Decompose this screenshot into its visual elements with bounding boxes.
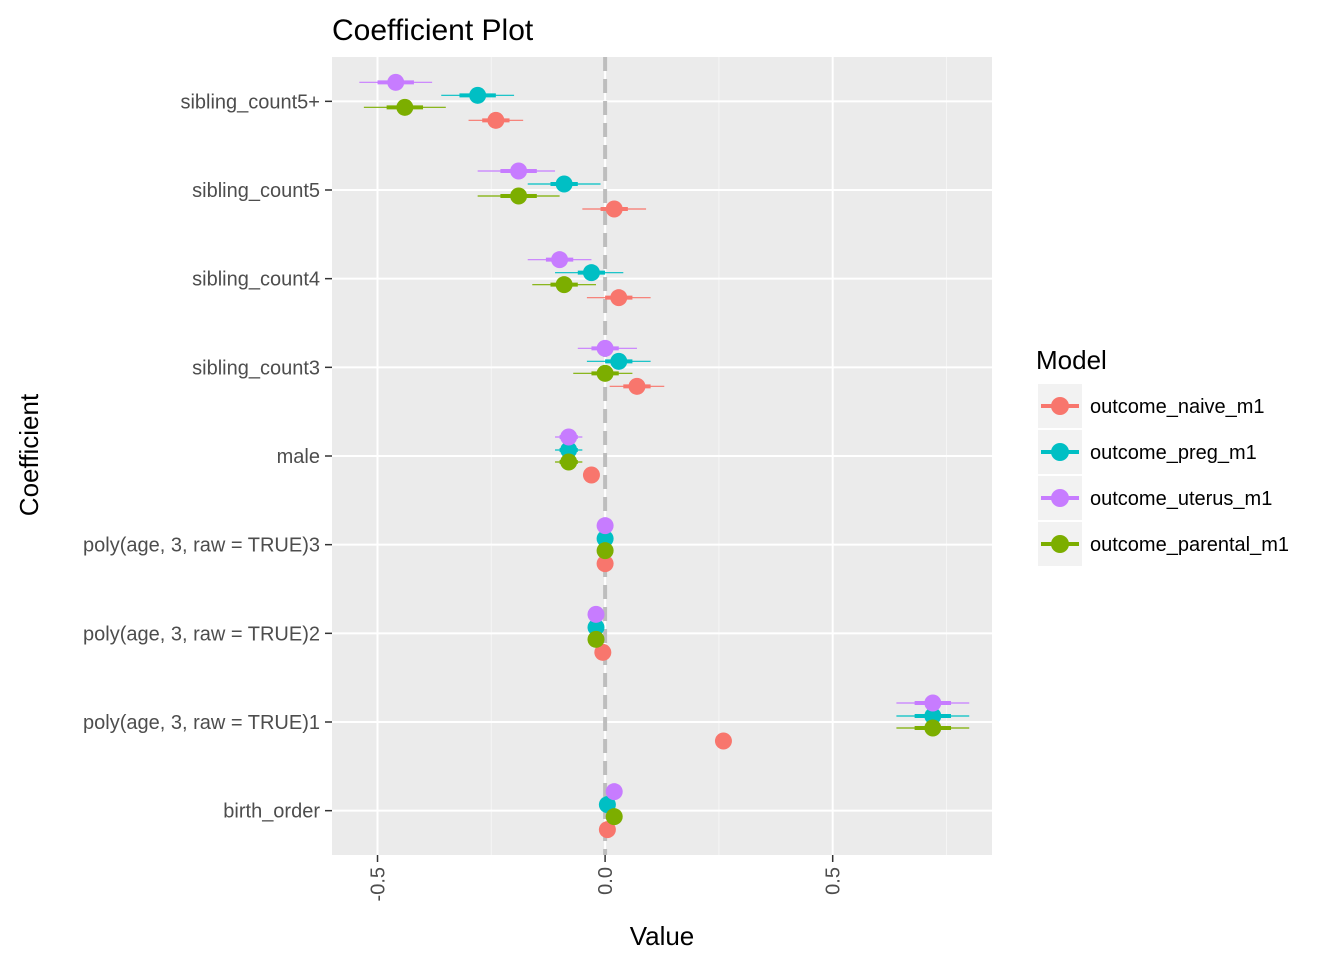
estimate-point [555,276,573,294]
estimate-point [596,517,614,535]
estimate-point [582,466,600,484]
legend-key-point [1051,443,1069,461]
estimate-point [924,719,942,737]
estimate-point [587,618,605,636]
estimate-point [582,264,600,282]
y-tick-label: poly(age, 3, raw = TRUE)1 [83,712,320,734]
estimate-point [555,175,573,193]
estimate-point [596,555,614,573]
estimate-point [469,86,487,104]
estimate-point [596,530,614,548]
legend-title: Model [1036,345,1107,375]
estimate-point [510,162,528,180]
legend-entry-label: outcome_uterus_m1 [1090,488,1272,510]
estimate-point [396,98,414,116]
legend-key-point [1051,489,1069,507]
y-tick-label: poly(age, 3, raw = TRUE)3 [83,535,320,557]
legend-entry-label: outcome_preg_m1 [1090,442,1257,464]
estimate-point [487,111,505,129]
estimate-point [605,783,623,801]
estimate-point [387,73,405,91]
estimate-point [598,821,616,839]
estimate-point [560,428,578,446]
legend-entry-label: outcome_naive_m1 [1090,396,1265,418]
estimate-point [596,364,614,382]
y-tick-label: poly(age, 3, raw = TRUE)2 [83,623,320,645]
x-tick-label: 0.5 [823,867,845,895]
legend: Model outcome_naive_m1 outcome_preg_m1out… [1036,345,1289,566]
x-tick-label: -0.5 [368,867,390,901]
estimate-point [587,630,605,648]
y-tick-label: sibling_count5 [192,180,320,202]
estimate-point [594,643,612,661]
y-tick-label: birth_order [223,801,320,823]
legend-key-point [1051,535,1069,553]
chart-title: Coefficient Plot [332,14,534,47]
estimate-point [610,352,628,370]
y-tick-label: sibling_count5+ [180,91,320,113]
y-axis-title: Coefficient [14,393,44,516]
estimate-point [596,542,614,560]
x-tick-label: 0.0 [595,867,617,895]
estimate-point [924,707,942,725]
estimate-point [924,694,942,712]
estimate-point [596,339,614,357]
plot-area: sibling_count5+ sibling_count5 sibling_cou… [83,57,992,901]
legend-key-point [1051,397,1069,415]
estimate-point [628,377,646,395]
estimate-point [714,732,732,750]
estimate-point [605,200,623,218]
estimate-point [510,187,528,205]
estimate-point [551,251,569,269]
y-tick-label: male [277,446,320,468]
estimate-point [587,605,605,623]
y-tick-label: sibling_count3 [192,357,320,379]
y-tick-label: sibling_count4 [192,269,320,291]
estimate-point [560,453,578,471]
legend-entry-label: outcome_parental_m1 [1090,534,1289,556]
x-axis-title: Value [630,921,695,951]
estimate-point [560,441,578,459]
estimate-point [605,808,623,826]
estimate-point [610,289,628,307]
